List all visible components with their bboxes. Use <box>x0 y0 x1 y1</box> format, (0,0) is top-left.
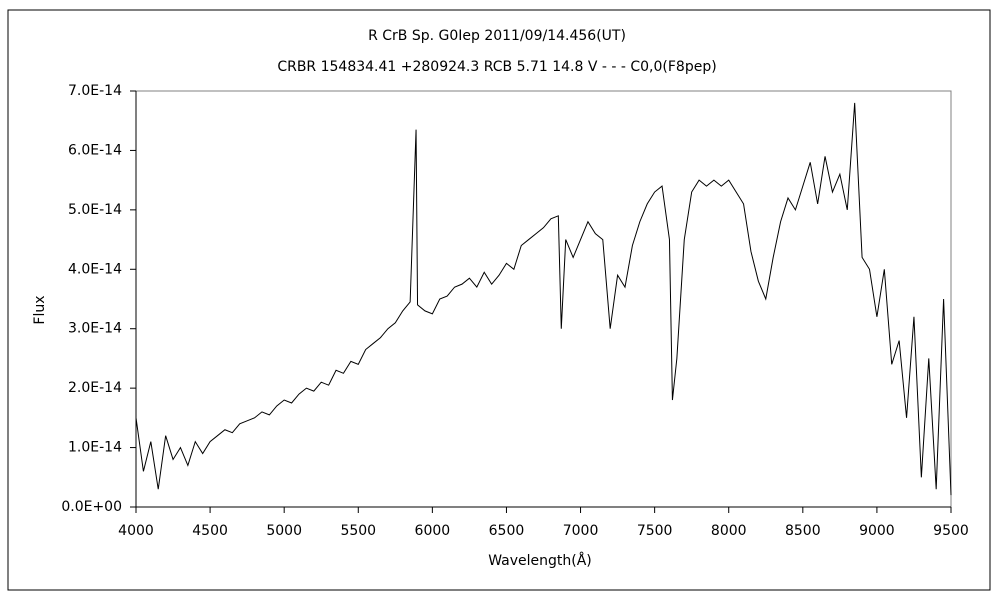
x-tick-label: 4000 <box>118 523 154 539</box>
chart-border <box>7 9 991 591</box>
y-axis-label: Flux <box>32 295 48 324</box>
y-tick-label: 7.0E-14 <box>68 83 122 99</box>
x-tick-label: 5000 <box>266 523 302 539</box>
x-axis-label: Wavelength(Å) <box>488 552 592 569</box>
y-tick-label: 0.0E+00 <box>61 499 122 515</box>
x-tick-label: 9500 <box>933 523 969 539</box>
chart-subtitle: CRBR 154834.41 +280924.3 RCB 5.71 14.8 V… <box>277 59 716 75</box>
y-tick-label: 5.0E-14 <box>68 202 122 218</box>
x-tick-label: 9000 <box>859 523 895 539</box>
y-tick-label: 1.0E-14 <box>68 440 122 456</box>
y-tick-label: 3.0E-14 <box>68 321 122 337</box>
x-tick-label: 6000 <box>415 523 451 539</box>
x-tick-label: 5500 <box>340 523 376 539</box>
y-tick-label: 4.0E-14 <box>68 261 122 277</box>
x-tick-label: 8000 <box>711 523 747 539</box>
x-tick-label: 7500 <box>637 523 673 539</box>
x-tick-label: 6500 <box>489 523 525 539</box>
y-tick-label: 6.0E-14 <box>68 142 122 158</box>
x-tick-label: 4500 <box>192 523 228 539</box>
y-tick-label: 2.0E-14 <box>68 380 122 396</box>
x-tick-label: 8500 <box>785 523 821 539</box>
spectrum-line <box>135 102 952 496</box>
x-tick-label: 7000 <box>563 523 599 539</box>
chart-title: R CrB Sp. G0Iep 2011/09/14.456(UT) <box>368 28 626 44</box>
